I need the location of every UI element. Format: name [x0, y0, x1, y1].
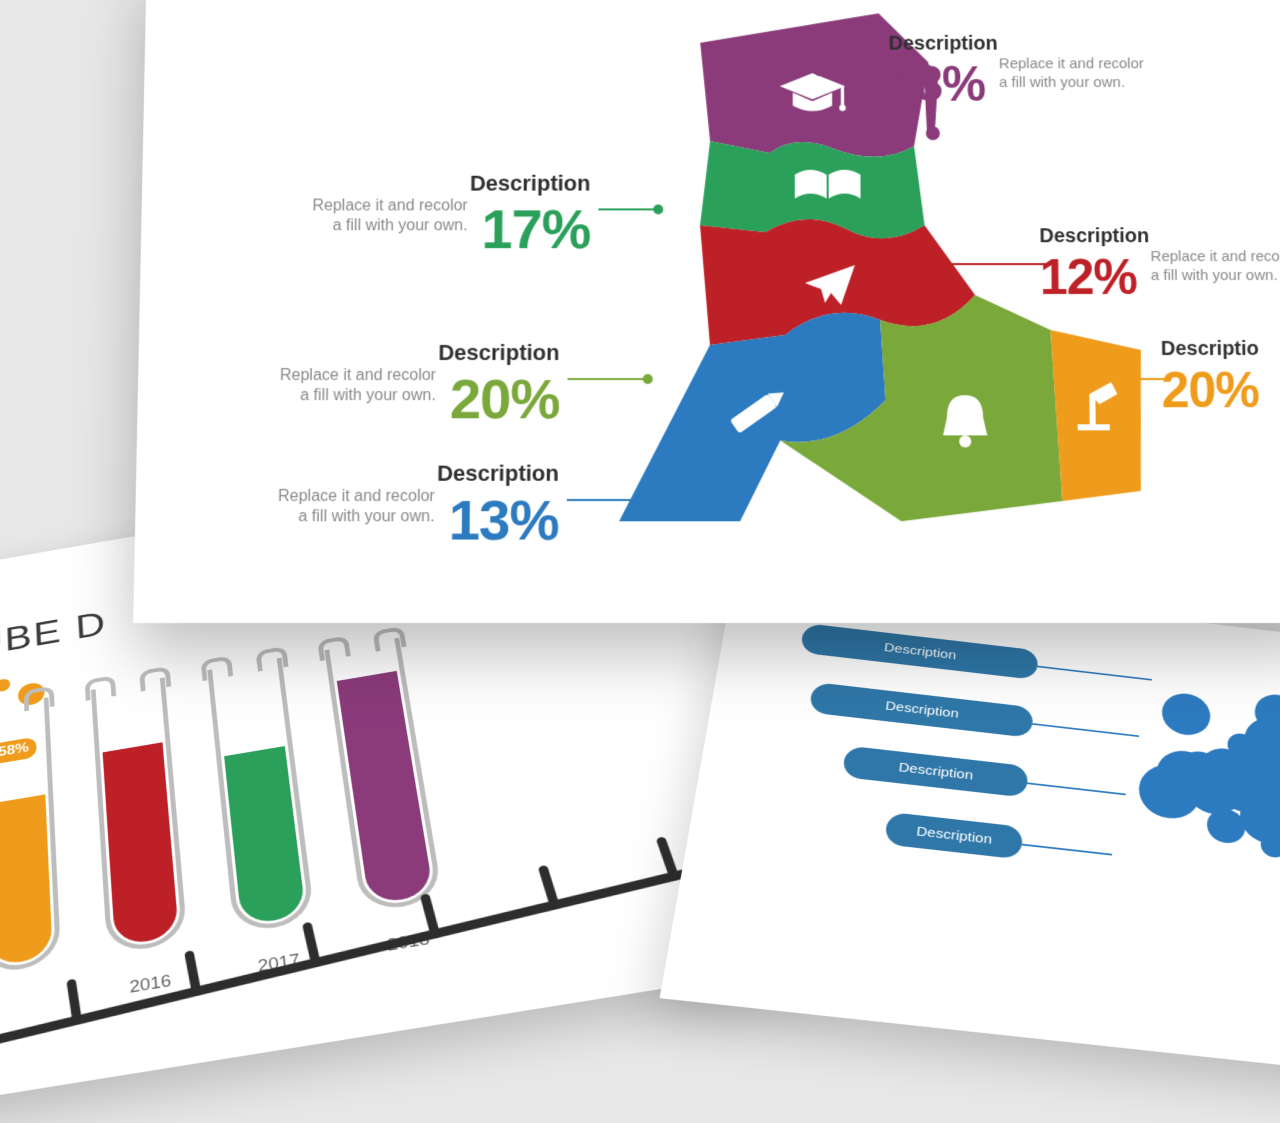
slide-puzzle-infographic: Description18%Replace it and recolora fi… — [133, 0, 1280, 623]
callout-title: Description — [237, 461, 559, 487]
connector-line — [598, 208, 658, 210]
test-tube: 2017 — [207, 658, 315, 935]
callout-body: Replace it and recolora fill with your o… — [279, 366, 436, 406]
callout-body: Replace it and recolora fill with your o… — [278, 487, 435, 528]
callout-percent: 20% — [450, 366, 560, 431]
timeline-tick — [302, 921, 322, 968]
callout-c13: DescriptionReplace it and recolora fill … — [235, 461, 558, 553]
puzzle-piece-lamp — [1050, 330, 1143, 501]
callout-percent: 12% — [1040, 248, 1138, 306]
timeline-tick — [538, 865, 561, 911]
tube-fill — [0, 794, 53, 967]
brain-pill: Description — [884, 812, 1023, 860]
callout-c12: Description12% Replace it and recoloa fil… — [1039, 225, 1280, 306]
brain-pill-list: DescriptionDescriptionDescriptionDescrip… — [772, 623, 1039, 859]
callout-percent: 20% — [1161, 361, 1259, 419]
callout-c18: Description18% Replace it and recolora fi… — [889, 33, 1207, 113]
connector-line — [819, 70, 893, 72]
callout-title: Description — [1039, 225, 1280, 248]
callout-c20r: Descriptio20% — [1161, 338, 1280, 419]
test-tube: 2018 — [324, 638, 443, 914]
timeline-tick — [184, 950, 202, 997]
callout-percent: 18% — [889, 56, 986, 113]
timeline-tick — [656, 836, 681, 882]
callout-percent: 13% — [448, 487, 558, 553]
callout-c17: DescriptionReplace it and recolora fill … — [270, 171, 590, 261]
connector-line — [567, 378, 647, 380]
timeline-tick — [66, 978, 82, 1026]
callout-percent: 17% — [481, 197, 590, 262]
puzzle-piece-pen — [619, 313, 886, 522]
tubes-row: 58% 2016 2017 2018 — [0, 638, 443, 976]
brain-pill: Description — [809, 682, 1034, 738]
connector-line — [940, 263, 1050, 265]
callout-body: Replace it and recoloa fill with your ow… — [1150, 248, 1280, 285]
callout-body: Replace it and recolora fill with your o… — [999, 56, 1144, 93]
callout-c20l: DescriptionReplace it and recolora fill … — [238, 340, 560, 431]
brain-pill: Description — [842, 745, 1029, 797]
callout-body: Replace it and recolora fill with your o… — [312, 197, 468, 237]
tube-slide-title: UBE D — [0, 605, 108, 664]
connector-line — [567, 499, 658, 501]
callout-title: Description — [889, 33, 1207, 56]
callout-title: Description — [272, 171, 591, 197]
brain-pill: Description — [800, 623, 1039, 680]
test-tube: 2016 — [91, 677, 188, 954]
slide-brain-mindmap: DescriptionDescriptionDescriptionDescrip… — [660, 567, 1280, 1077]
callout-title: Descriptio — [1161, 338, 1280, 361]
callout-title: Description — [239, 340, 560, 366]
test-tube: 58% — [0, 697, 61, 975]
